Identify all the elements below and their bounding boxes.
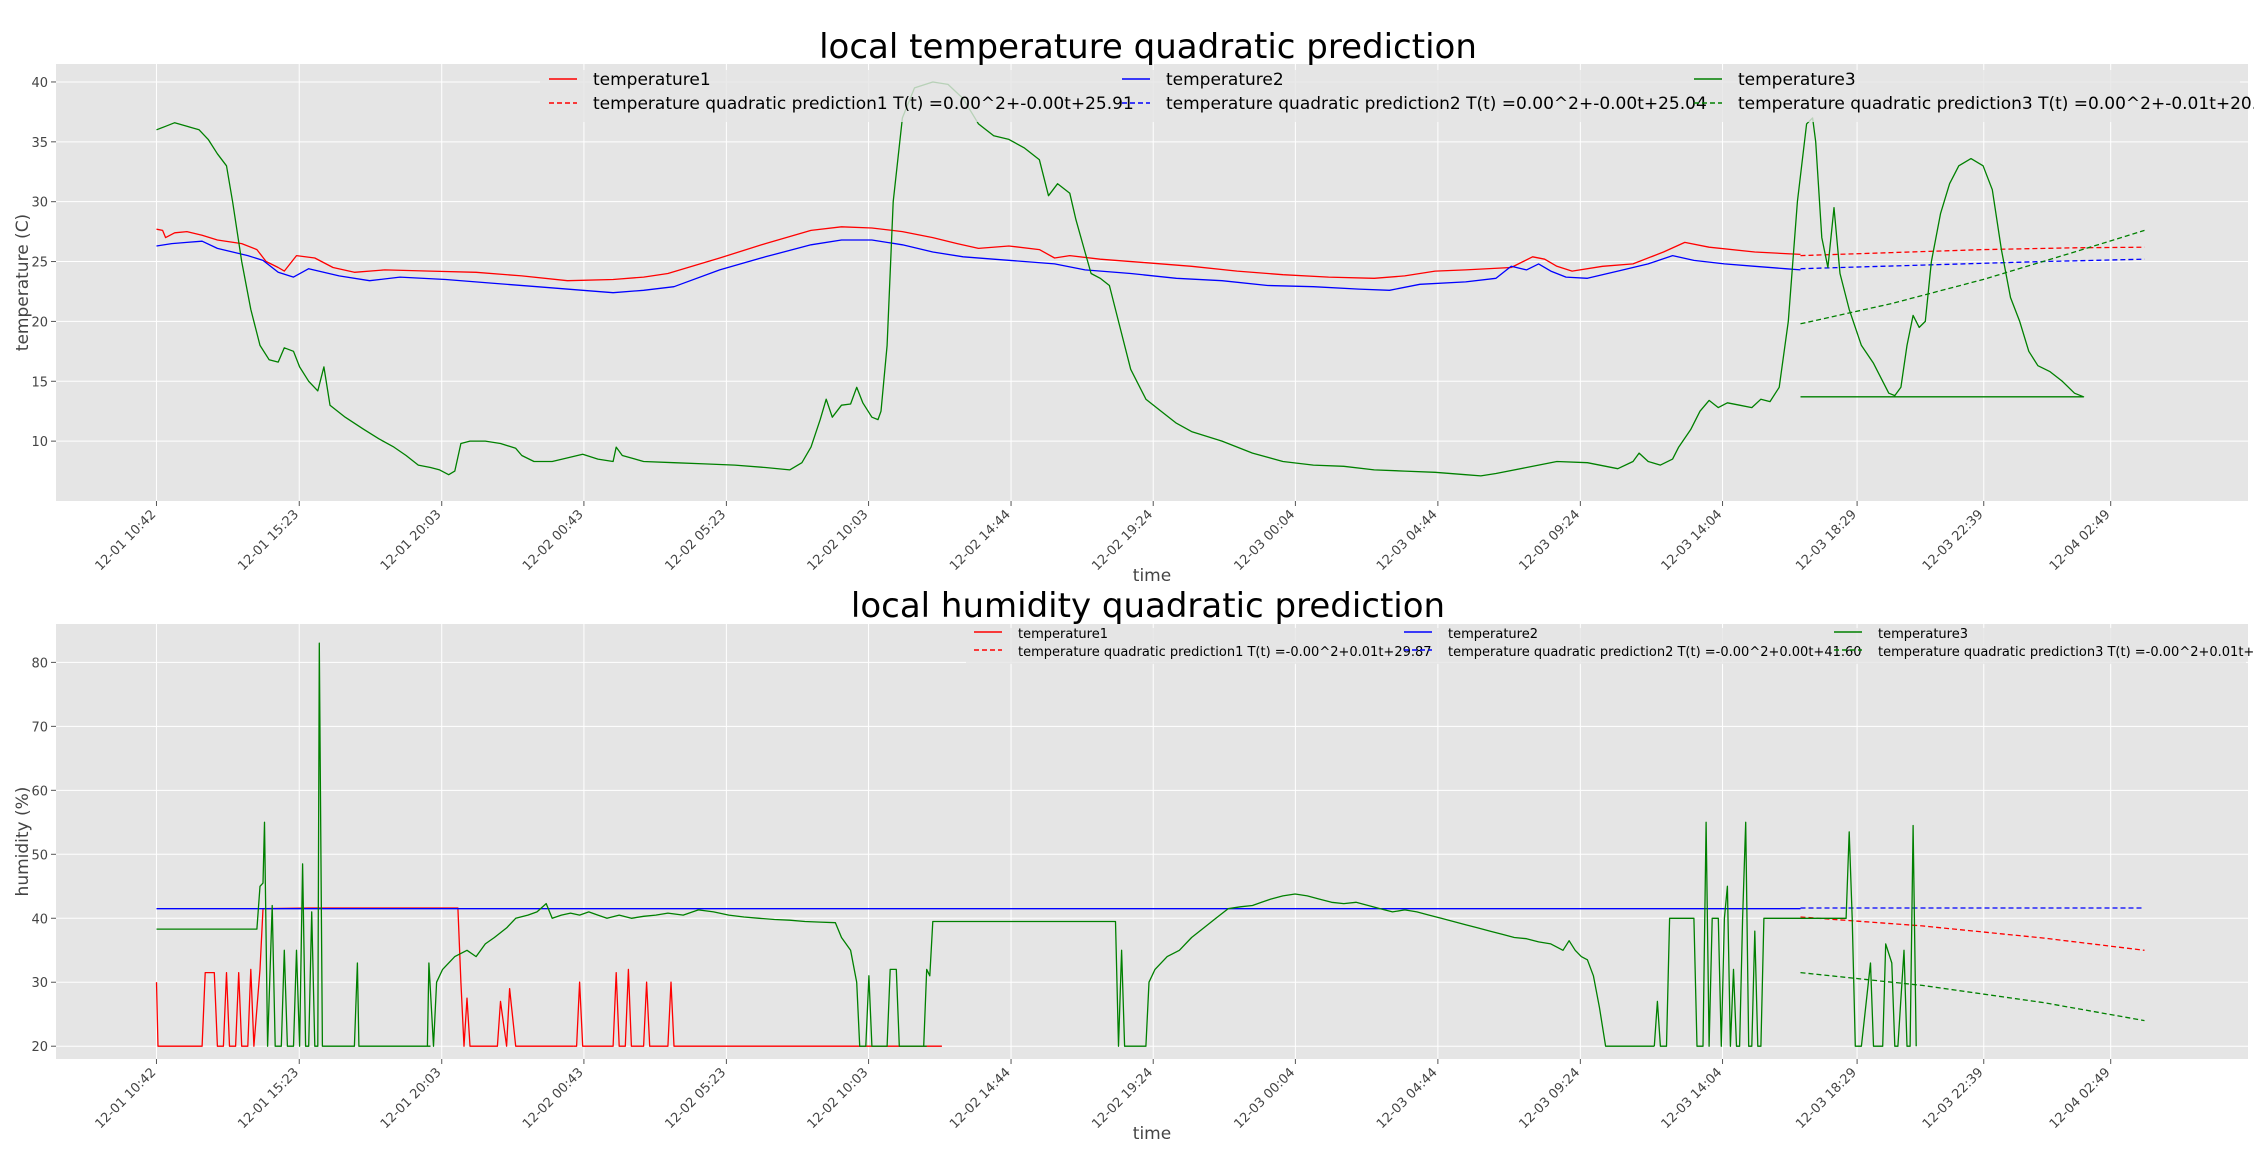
y-tick-label: 15 — [31, 375, 48, 390]
series-line — [426, 902, 927, 1047]
chart-title: local temperature quadratic prediction — [819, 27, 1477, 67]
y-tick-label: 10 — [31, 435, 48, 450]
legend-label: temperature1 — [1018, 627, 1108, 642]
y-tick-label: 25 — [31, 256, 48, 271]
series-line — [156, 81, 2085, 477]
plot-area — [56, 64, 2248, 501]
y-tick-label: 20 — [31, 1040, 48, 1055]
legend-label: temperature quadratic prediction3 T(t) =… — [1878, 645, 2254, 660]
chart-title: local humidity quadratic prediction — [851, 586, 1445, 626]
y-axis-label: humidity (%) — [13, 787, 33, 897]
series-line — [1800, 971, 2145, 1022]
legend-label: temperature3 — [1878, 627, 1968, 642]
series-line — [156, 226, 1801, 282]
legend-label: temperature quadratic prediction1 T(t) =… — [1018, 645, 1432, 660]
legend-label: temperature quadratic prediction2 T(t) =… — [1166, 94, 1707, 114]
x-axis-label: time — [1133, 1124, 1171, 1144]
y-tick-label: 70 — [31, 720, 48, 735]
legend-label: temperature quadratic prediction1 T(t) =… — [593, 94, 1134, 114]
legend-label: temperature1 — [593, 70, 711, 90]
legend-box — [540, 70, 2240, 122]
series-line — [1800, 229, 2145, 325]
y-tick-label: 35 — [31, 136, 48, 151]
legend-label: temperature2 — [1448, 627, 1538, 642]
y-axis-label: temperature (C) — [13, 214, 33, 351]
series-line — [573, 968, 942, 1047]
y-tick-label: 30 — [31, 976, 48, 991]
series-line — [1800, 258, 2145, 270]
series-line — [155, 907, 574, 1047]
series-line — [1800, 246, 2145, 257]
x-axis-label: time — [1133, 566, 1171, 586]
plot-area — [56, 624, 2248, 1059]
series-line — [1653, 821, 1917, 1047]
y-tick-label: 40 — [31, 912, 48, 927]
y-tick-label: 60 — [31, 784, 48, 799]
y-tick-label: 20 — [31, 315, 48, 330]
series-line — [156, 239, 1801, 294]
legend-label: temperature quadratic prediction3 T(t) =… — [1738, 94, 2254, 114]
y-tick-label: 80 — [31, 656, 48, 671]
legend-label: temperature3 — [1738, 70, 1856, 90]
legend-label: temperature quadratic prediction2 T(t) =… — [1448, 645, 1862, 660]
series-line — [923, 893, 1655, 1047]
legend-box — [966, 628, 2246, 664]
series-line — [156, 642, 431, 1047]
legend-label: temperature2 — [1166, 70, 1284, 90]
y-tick-label: 40 — [31, 76, 48, 91]
y-tick-label: 50 — [31, 848, 48, 863]
y-tick-label: 30 — [31, 196, 48, 211]
